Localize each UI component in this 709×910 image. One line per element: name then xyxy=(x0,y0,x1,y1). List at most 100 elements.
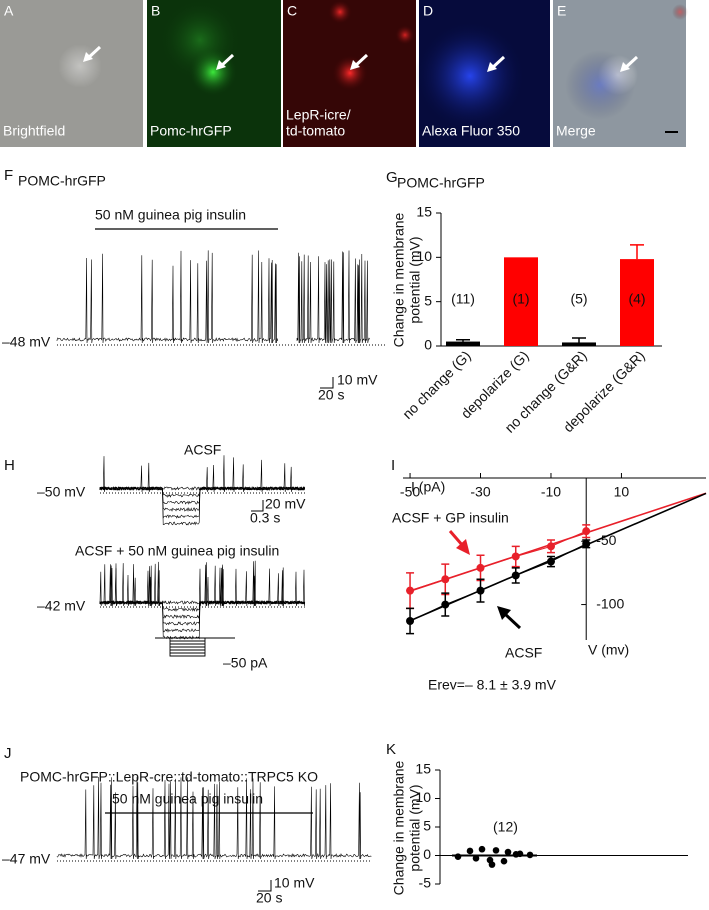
bar xyxy=(504,257,538,346)
point xyxy=(406,617,415,626)
chart-title: POMC-hrGFP xyxy=(397,175,485,191)
point xyxy=(512,851,520,858)
x-tick-label: -50 xyxy=(400,484,420,500)
y-tick-label: 10 xyxy=(416,248,432,264)
error-bar xyxy=(456,339,470,342)
fluorescence xyxy=(395,25,415,45)
n-label: (11) xyxy=(451,291,475,307)
y-tick-label: 5 xyxy=(423,818,431,834)
point xyxy=(546,557,555,566)
point xyxy=(478,845,486,853)
x-tick-label: 10 xyxy=(614,484,630,500)
image-label: Alexa Fluor 350 xyxy=(422,123,520,139)
x-tick-label: -30 xyxy=(470,484,490,500)
panel-letter: F xyxy=(4,167,13,184)
image-label: Merge xyxy=(556,123,596,139)
arrow-head xyxy=(620,62,630,72)
point xyxy=(504,848,512,856)
point xyxy=(406,586,415,595)
x-axis-label: I (pA) xyxy=(411,479,445,495)
arrow-head xyxy=(83,52,93,62)
series-label: ACSF + GP insulin xyxy=(392,510,509,526)
image-letter: A xyxy=(4,3,14,19)
point xyxy=(546,542,555,551)
series-label: ACSF xyxy=(505,645,542,661)
baseline-label: –48 mV xyxy=(2,334,51,350)
fluorescence xyxy=(672,4,688,20)
y-tick-label: 10 xyxy=(415,789,431,805)
point xyxy=(476,586,485,595)
stimulus-label: 50 nM guinea pig insulin xyxy=(95,207,246,223)
panel-letter: G xyxy=(386,169,398,186)
trace xyxy=(99,459,306,526)
image-label: Brightfield xyxy=(3,123,65,139)
scale-x: 20 s xyxy=(256,890,282,906)
scale-y: 20 mV xyxy=(265,496,306,512)
point xyxy=(511,571,520,580)
point xyxy=(441,600,450,609)
y-tick-label: -50 xyxy=(596,532,616,548)
scale-bar xyxy=(258,880,272,892)
n-label: (12) xyxy=(493,819,518,835)
n-label: (1) xyxy=(512,291,529,307)
y-tick-label: 0 xyxy=(424,337,432,353)
panel-letter: K xyxy=(386,741,396,758)
trace xyxy=(99,563,306,612)
image-label: Pomc-hrGFP xyxy=(150,123,232,139)
point xyxy=(476,563,485,572)
x-tick-label: -10 xyxy=(541,484,561,500)
fluorescence xyxy=(415,21,525,131)
point xyxy=(511,552,520,561)
trace xyxy=(99,566,306,607)
baseline-label: –47 mV xyxy=(2,851,51,867)
image-letter: E xyxy=(557,3,566,19)
trace xyxy=(296,250,371,344)
y-axis-label: V (mv) xyxy=(588,642,629,658)
scale-x: 20 s xyxy=(318,387,344,403)
point xyxy=(454,853,462,860)
arrow xyxy=(503,612,522,630)
bar xyxy=(562,342,596,346)
trace xyxy=(99,455,306,498)
image-label: td-tomato xyxy=(286,123,345,139)
y-axis-label: Change in membrane xyxy=(391,760,407,895)
fluorescence xyxy=(328,0,352,24)
trace xyxy=(99,560,306,619)
panel-letter: H xyxy=(4,457,15,474)
y-tick-label: -5 xyxy=(419,875,432,891)
scale-x: 0.3 s xyxy=(250,510,280,526)
current-steps xyxy=(155,637,235,657)
trace xyxy=(99,561,305,633)
series-line xyxy=(409,530,587,592)
scale-y: 10 mV xyxy=(274,875,315,891)
trace xyxy=(99,561,305,626)
arrow-head xyxy=(216,60,226,70)
arrow-head xyxy=(456,539,470,555)
error-bar xyxy=(630,244,644,260)
point xyxy=(488,861,496,868)
point xyxy=(466,847,474,855)
trace xyxy=(99,562,305,640)
scale-y: 10 mV xyxy=(337,372,378,388)
scale-bar xyxy=(320,377,334,389)
y-tick-label: 0 xyxy=(423,846,431,862)
panel-title: POMC-hrGFP::LepR-cre::td-tomato::TRPC5 K… xyxy=(20,769,318,785)
bar xyxy=(446,341,480,346)
y-tick-label: -100 xyxy=(596,595,624,611)
y-axis-label: potential (mV) xyxy=(407,236,423,323)
arrow-head xyxy=(350,60,360,70)
trace xyxy=(56,250,279,344)
arrow-head xyxy=(497,606,511,620)
image-letter: C xyxy=(287,3,297,19)
trace xyxy=(56,776,372,860)
y-tick-label: 15 xyxy=(416,204,432,220)
point xyxy=(472,855,480,862)
point xyxy=(441,575,450,584)
panel-letter: I xyxy=(391,457,395,474)
n-label: (4) xyxy=(628,291,645,307)
baseline-label: –42 mV xyxy=(37,598,86,614)
panel-letter: J xyxy=(4,745,12,762)
point xyxy=(582,539,591,548)
image-letter: B xyxy=(151,3,160,19)
